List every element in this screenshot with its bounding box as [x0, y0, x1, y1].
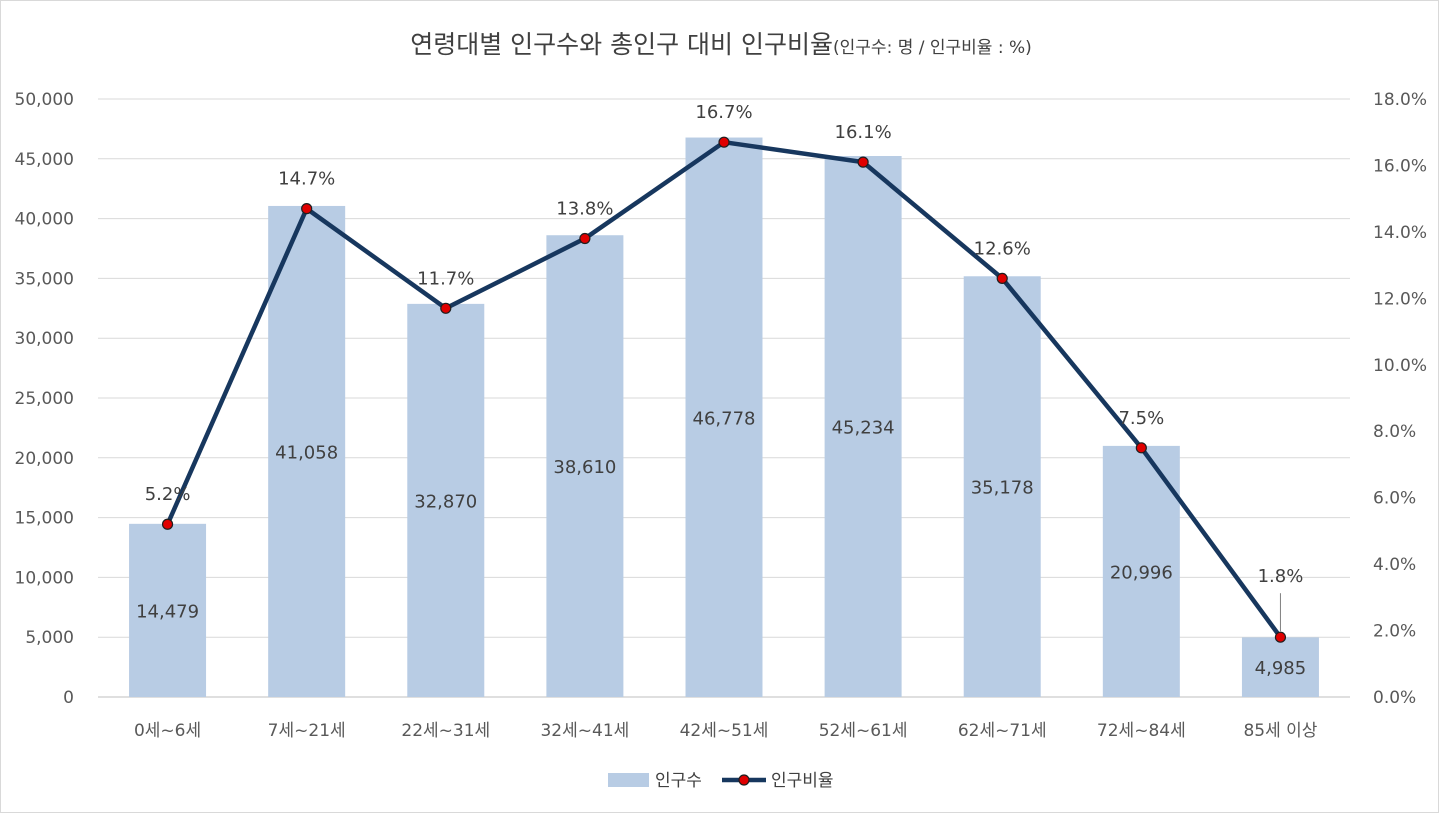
- y-right-tick-label: 12.0%: [1373, 289, 1427, 309]
- x-tick-label: 72세~84세: [1097, 721, 1186, 741]
- ratio-value-label: 14.7%: [278, 169, 335, 190]
- bar-value-label: 32,870: [414, 491, 477, 512]
- legend-swatch-bar: [608, 773, 649, 787]
- legend: 인구수 인구비율: [608, 771, 834, 791]
- ratio-point: [1135, 442, 1147, 454]
- ratio-value-label: 7.5%: [1118, 408, 1164, 429]
- bar-value-label: 46,778: [693, 408, 756, 429]
- y-right-tick-label: 2.0%: [1373, 622, 1416, 642]
- y-left-tick-label: 5,000: [25, 628, 74, 648]
- ratio-point: [579, 232, 591, 245]
- line-series-ratio: [161, 136, 1287, 643]
- ratio-point: [718, 136, 730, 148]
- legend-swatch-marker: [738, 774, 750, 786]
- y-left-tick-label: 45,000: [15, 150, 74, 170]
- ratio-point: [857, 156, 869, 168]
- chart-title: 연령대별 인구수와 총인구 대비 인구비율(인구수: 명 / 인구비율 : %): [410, 30, 1032, 59]
- x-tick-label: 22세~31세: [401, 721, 490, 741]
- ratio-value-label: 5.2%: [145, 484, 191, 505]
- y-left-tick-label: 15,000: [15, 509, 74, 529]
- ratio-value-label: 16.7%: [695, 102, 752, 123]
- ratio-point: [996, 272, 1008, 284]
- bar-value-label: 35,178: [971, 478, 1034, 499]
- y-left-tick-label: 10,000: [15, 568, 74, 588]
- y-right-tick-label: 14.0%: [1373, 223, 1427, 243]
- ratio-value-label: 12.6%: [974, 238, 1031, 259]
- legend-label-bar: 인구수: [655, 771, 702, 791]
- x-tick-label: 62세~71세: [958, 721, 1047, 741]
- x-tick-label: 85세 이상: [1243, 721, 1317, 741]
- y-left-tick-label: 0: [63, 688, 74, 708]
- y-right-tick-label: 10.0%: [1373, 356, 1427, 376]
- ratio-value-label: 13.8%: [556, 199, 613, 220]
- bar-value-label: 4,985: [1255, 658, 1307, 679]
- bar: [824, 156, 902, 698]
- bar-value-label: 20,996: [1110, 562, 1173, 583]
- ratio-point: [301, 203, 313, 215]
- x-tick-label: 42세~51세: [680, 721, 769, 741]
- y-left-tick-label: 20,000: [15, 449, 74, 469]
- bar-value-label: 41,058: [275, 442, 338, 463]
- x-tick-label: 7세~21세: [268, 721, 346, 741]
- ratio-value-label: 1.8%: [1258, 566, 1304, 587]
- bar-value-label: 14,479: [136, 601, 199, 622]
- y-right-tick-label: 0.0%: [1373, 688, 1416, 708]
- x-tick-label: 0세~6세: [134, 721, 201, 741]
- bar: [546, 235, 624, 697]
- y-right-tick-label: 18.0%: [1373, 90, 1427, 110]
- bar: [1241, 637, 1319, 697]
- x-tick-label: 52세~61세: [819, 721, 908, 741]
- y-right-tick-label: 16.0%: [1373, 156, 1427, 176]
- bar-value-label: 45,234: [832, 418, 895, 439]
- y-left-tick-label: 25,000: [15, 389, 74, 409]
- x-tick-label: 32세~41세: [540, 721, 629, 741]
- data-labels: 14,479 41,058 32,870 38,610 46,778 45,234 35,1…: [136, 102, 1306, 679]
- bar: [407, 303, 485, 697]
- bar: [963, 276, 1041, 697]
- ratio-value-label: 16.1%: [835, 122, 892, 143]
- y-left-tick-label: 40,000: [15, 210, 74, 230]
- ratio-point: [440, 302, 452, 314]
- bar: [1102, 445, 1180, 697]
- y-right-tick-label: 8.0%: [1373, 422, 1416, 442]
- y-left-tick-label: 30,000: [15, 329, 74, 349]
- legend-label-line: 인구비율: [771, 771, 834, 791]
- ratio-value-label: 11.7%: [417, 268, 474, 289]
- chart-title-main: 연령대별 인구수와 총인구 대비 인구비율: [410, 30, 833, 59]
- bar: [129, 523, 207, 697]
- bar-series-population: [129, 137, 1319, 698]
- ratio-point: [161, 518, 174, 530]
- ratio-point: [1274, 631, 1287, 643]
- bar: [685, 137, 763, 697]
- y-left-tick-label: 35,000: [15, 269, 74, 289]
- chart-title-sub: (인구수: 명 / 인구비율 : %): [833, 38, 1032, 58]
- bar-value-label: 38,610: [553, 457, 616, 478]
- bar: [268, 205, 346, 697]
- y-right-tick-label: 6.0%: [1373, 489, 1416, 509]
- axes: 0 5,000 10,000 15,000 20,000 25,000 30,000 35,0…: [15, 90, 1428, 741]
- y-right-tick-label: 4.0%: [1373, 555, 1416, 575]
- y-left-tick-label: 50,000: [15, 90, 74, 110]
